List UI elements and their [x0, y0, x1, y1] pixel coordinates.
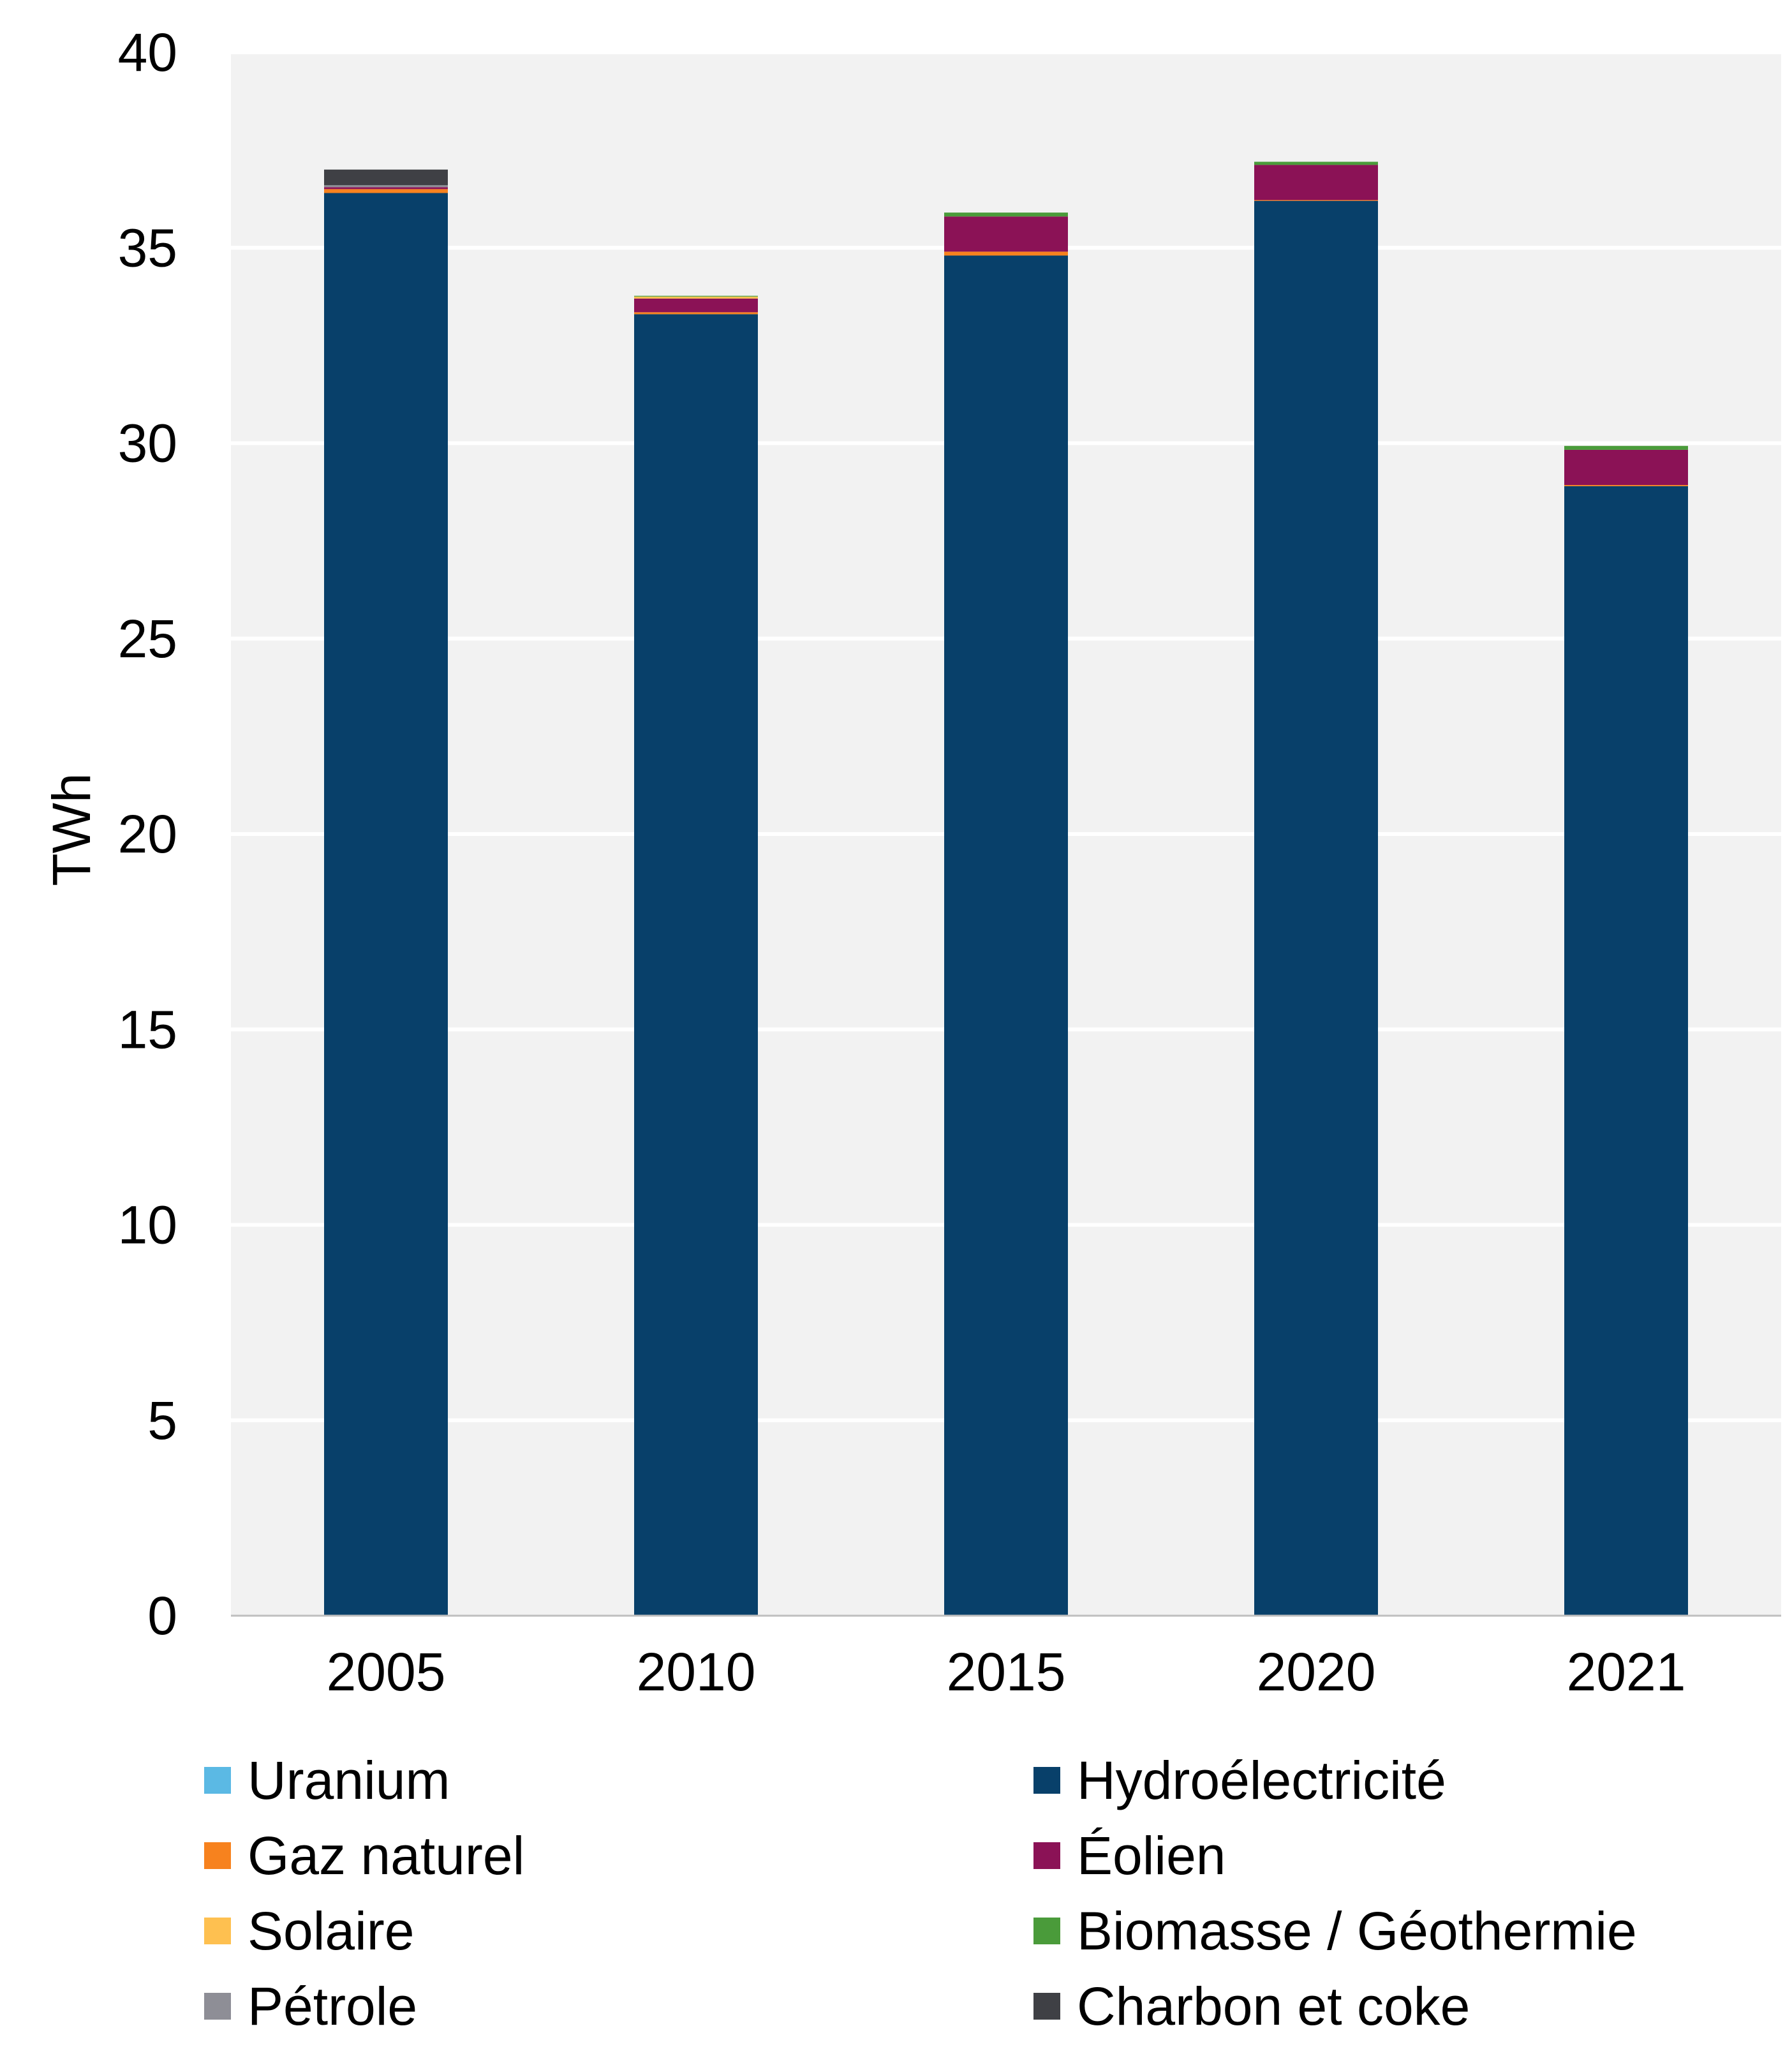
bar-segment — [324, 193, 448, 1616]
bar-segment — [324, 189, 448, 193]
legend-item: Biomasse / Géothermie — [1033, 1899, 1637, 1963]
y-tick-label: 0 — [147, 1586, 177, 1646]
bar-segment — [944, 212, 1068, 217]
bar-segment — [324, 187, 448, 190]
legend-swatch — [1033, 1918, 1060, 1944]
legend-label: Gaz naturel — [248, 1825, 525, 1886]
legend-swatch — [204, 1767, 231, 1794]
y-tick-label: 10 — [118, 1195, 177, 1255]
legend-label: Solaire — [248, 1900, 415, 1961]
legend-swatch — [204, 1918, 231, 1944]
bar-segment — [634, 295, 758, 297]
y-tick-label: 35 — [118, 218, 177, 278]
y-tick-label: 20 — [118, 804, 177, 864]
x-tick-label: 2005 — [327, 1642, 446, 1702]
bar-segment — [944, 251, 1068, 256]
y-tick-label: 15 — [118, 999, 177, 1059]
bar-segment — [324, 169, 448, 186]
legend-label: Uranium — [248, 1750, 450, 1810]
legend-label: Charbon et coke — [1077, 1976, 1470, 2036]
bar-segment — [944, 216, 1068, 252]
y-axis-title: TWh — [41, 773, 101, 886]
bar-segment — [944, 255, 1068, 1616]
x-axis-tick-labels: 2005 2010 2015 2020 2021 — [327, 1642, 1686, 1702]
bar-segment — [1564, 486, 1688, 1616]
y-tick-label: 30 — [118, 413, 177, 473]
legend: Uranium Gaz naturel Solaire Pétrole Hydroéle… — [204, 1748, 1767, 2048]
bar-segment — [324, 185, 448, 188]
legend-item: Charbon et coke — [1033, 1974, 1470, 2038]
bar-segment — [634, 296, 758, 299]
legend-label: Hydroélectricité — [1077, 1750, 1446, 1810]
y-tick-label: 25 — [118, 609, 177, 669]
bar-segment — [1254, 200, 1378, 1616]
bars — [324, 161, 1688, 1616]
legend-label: Éolien — [1077, 1825, 1226, 1886]
legend-item: Pétrole — [204, 1974, 417, 2038]
legend-swatch — [1033, 1767, 1060, 1794]
legend-swatch — [204, 1993, 231, 2020]
bar-segment — [1254, 165, 1378, 200]
x-tick-label: 2021 — [1567, 1642, 1686, 1702]
bar-stack-2021 — [1564, 445, 1688, 1616]
bar-segment — [634, 298, 758, 313]
bar-stack-2020 — [1254, 161, 1378, 1616]
legend-item: Uranium — [204, 1748, 450, 1812]
legend-swatch — [1033, 1842, 1060, 1869]
legend-item: Hydroélectricité — [1033, 1748, 1446, 1812]
bar-segment — [1254, 161, 1378, 165]
y-tick-label: 5 — [147, 1390, 177, 1450]
bar-stack-2015 — [944, 212, 1068, 1616]
legend-label: Pétrole — [248, 1976, 418, 2036]
bar-segment — [1254, 200, 1378, 201]
x-tick-label: 2015 — [947, 1642, 1066, 1702]
x-tick-label: 2020 — [1257, 1642, 1376, 1702]
legend-swatch — [204, 1842, 231, 1869]
x-tick-label: 2010 — [637, 1642, 756, 1702]
legend-item: Éolien — [1033, 1824, 1226, 1888]
bar-segment — [634, 312, 758, 315]
bar-stack-2005 — [324, 169, 448, 1616]
y-axis-tick-labels: 0 5 10 15 20 25 30 35 40 — [118, 22, 177, 1646]
legend-swatch — [1033, 1993, 1060, 2020]
bar-stack-2010 — [634, 295, 758, 1616]
y-tick-label: 40 — [118, 22, 177, 82]
bar-segment — [1564, 485, 1688, 486]
bar-segment — [1564, 449, 1688, 486]
bar-segment — [1564, 445, 1688, 450]
legend-label: Biomasse / Géothermie — [1077, 1900, 1637, 1961]
legend-item: Gaz naturel — [204, 1824, 524, 1888]
legend-item: Solaire — [204, 1899, 414, 1963]
bar-segment — [634, 314, 758, 1616]
